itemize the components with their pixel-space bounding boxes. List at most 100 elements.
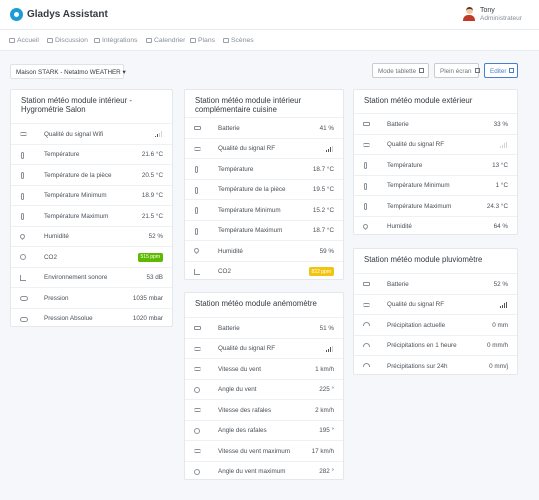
feature-row: Vitesse des rafales 2 km/h [185,399,343,420]
co2-badge: 515 ppm [137,252,163,262]
card-title: Station météo module pluviomètre [364,255,483,264]
nav-item-discussion[interactable]: Discussion [47,37,88,44]
feature-row: Angle des rafales 195 ° [185,419,343,441]
feature-value: 15.2 °C [312,206,334,214]
radio-signal-icon [363,142,370,147]
feature-value: 17 km/h [311,447,334,455]
feature-row: Qualité du signal RF [354,133,517,155]
device-card: Station météo module extérieur Batterie 33… [353,89,518,235]
signal-strength-icon [500,141,508,148]
bar-chart-icon [20,274,26,281]
thermometer-icon [21,213,24,220]
umbrella-icon [363,363,370,367]
fullscreen-button[interactable]: Plein écran [434,63,480,78]
nav-item-integrations[interactable]: Intégrations [94,37,138,44]
feature-label: CO2 [218,268,231,275]
signal-strength-icon [326,145,334,152]
radio-signal-icon [363,302,370,307]
thermometer-icon [195,186,198,194]
feature-label: Température Minimum [44,192,107,199]
nav-label: Plans [198,37,216,44]
user-name[interactable]: Tony [480,7,495,14]
feature-value: 20.5 °C [141,171,163,179]
feature-row: Humidité 59 % [185,240,343,261]
feature-label: Vitesse du vent [218,365,261,373]
user-avatar[interactable] [463,7,475,21]
nav-item-scenes[interactable]: Scènes [223,37,254,44]
feature-label: Pression [44,294,69,302]
feature-label: Température Minimum [387,182,450,189]
feature-row: Angle du vent maximum 282 ° [185,460,343,482]
battery-icon [194,326,201,330]
map-icon [190,37,196,43]
wifi-icon [20,132,27,136]
nav-item-plans[interactable]: Plans [190,37,215,44]
bar-chart-icon [194,268,200,275]
feature-row: Batterie 41 % [185,117,343,138]
feature-row: Vitesse du vent 1 km/h [185,358,343,379]
house-select[interactable]: Maison STARK - Netatmo WEATHER ▾ [10,64,126,79]
card-title: Station météo module intérieur complémen… [195,96,302,114]
feature-value: 19.5 °C [312,186,334,193]
feature-value: 51 % [319,324,334,332]
brand-name[interactable]: Gladys Assistant [27,9,108,20]
feature-label: Température Maximum [44,212,109,220]
feature-value: 195 ° [319,427,334,434]
feature-row: Température Minimum 18.9 °C [11,184,172,206]
tablet-mode-button[interactable]: Mode tablette [372,63,429,78]
rotate-icon [194,386,200,393]
feature-row: Humidité 52 % [11,225,172,247]
nav-label: Accueil [17,37,39,44]
feature-label: Pression Absolue [44,315,93,322]
signal-strength-icon [326,345,334,352]
feature-label: Qualité du signal Wifi [44,130,104,138]
chevron-down-icon: ▾ [122,68,126,76]
feature-label: Température [218,165,254,173]
edit-button[interactable]: Editer [484,63,518,78]
feature-label: CO2 [44,253,57,261]
feature-row: Pression Absolue 1020 mbar [11,307,172,329]
droplet-icon [192,246,201,255]
feature-value: 53 dB [146,274,163,281]
feature-value: 18.7 °C [312,165,334,173]
feature-label: Humidité [218,247,243,255]
feature-row: Précipitations en 1 heure 0 mm/h [354,334,517,356]
nav-item-accueil[interactable]: Accueil [9,37,39,44]
rotate-icon [194,468,200,475]
feature-label: Qualité du signal RF [387,141,445,148]
feature-row: Batterie 52 % [354,273,517,294]
gladys-logo-icon[interactable] [10,8,23,21]
feature-value: 1020 mbar [132,315,163,322]
feature-value: 64 % [493,223,508,230]
device-card: Station météo module anémomètre Batterie 5… [184,292,344,480]
feature-row: Angle du vent 225 ° [185,378,343,400]
feature-label: Angle du vent [218,386,257,393]
signal-strength-icon [500,301,508,308]
feature-label: Précipitations sur 24h [387,362,448,370]
top-header: Gladys Assistant Tony Administrateur [0,0,539,30]
main-nav: Accueil Discussion Intégrations Calendri… [0,30,539,51]
feature-row: Pression 1035 mbar [11,287,172,308]
co2-badge: 822 ppm [308,267,334,276]
thermometer-icon [364,182,367,190]
thermometer-icon [21,172,24,179]
feature-row: Température 21.6 °C [11,143,172,165]
feature-row: Qualité du signal RF [354,293,517,315]
feature-row: Température 18.7 °C [185,158,343,179]
feature-row: Température Minimum 1 °C [354,174,517,196]
feature-label: Température de la pièce [218,186,286,193]
home-icon [9,37,15,43]
nav-label: Discussion [55,37,88,44]
feature-value: 59 % [319,247,334,255]
nav-item-calendrier[interactable]: Calendrier [146,37,185,44]
feature-label: Batterie [387,120,409,128]
feature-row: Qualité du signal Wifi [11,123,172,144]
feature-value: 21.5 °C [141,212,163,220]
tablet-mode-label: Mode tablette [378,67,417,75]
feature-row: Précipitation actuelle 0 mm [354,314,517,335]
feature-label: Angle des rafales [218,427,267,434]
co2-icon [20,254,26,260]
battery-icon [363,282,370,286]
feature-value: 0 mm/j [489,362,508,370]
device-card: Station météo module intérieur complémen… [184,89,344,280]
